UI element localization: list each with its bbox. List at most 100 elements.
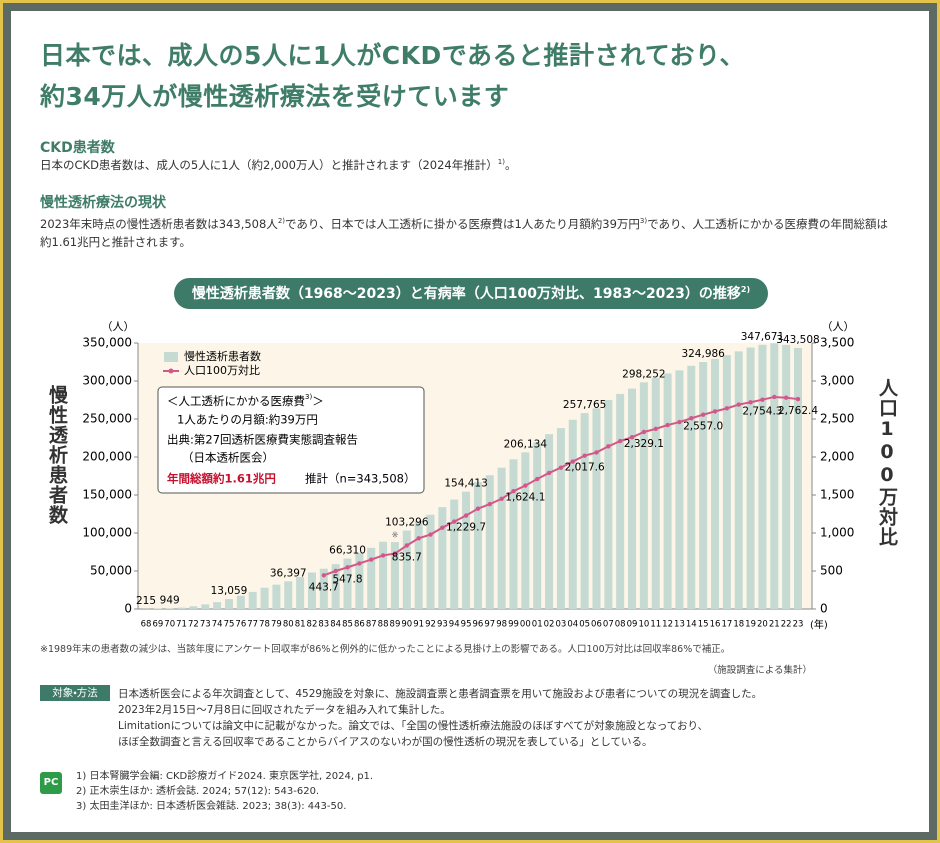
line-point <box>392 551 398 556</box>
chart-title-text: 慢性透析患者数（1968～2023）と有病率（人口100万対比、1983～202… <box>191 285 741 302</box>
y2-tick-label: 1,000 <box>820 526 854 540</box>
chart-title: 慢性透析患者数（1968～2023）と有病率（人口100万対比、1983～202… <box>191 285 750 303</box>
line-value-label: 2,754.3 <box>742 406 782 418</box>
line-point <box>546 470 552 476</box>
x-tick-label: 01 <box>532 620 543 630</box>
bar <box>307 572 316 609</box>
line-point <box>606 444 611 449</box>
inset-box <box>157 386 425 494</box>
bar-value-label: 36,397 <box>270 567 307 579</box>
y2-tick-label: 1,500 <box>820 488 854 502</box>
reference: 2) 正木崇生ほか: 透析会誌. 2024; 57(12): 543-620. <box>76 786 320 797</box>
line-point <box>617 438 623 444</box>
bar <box>533 442 542 609</box>
bar <box>616 393 625 609</box>
bar <box>390 542 399 609</box>
method-line: 2023年2月15日～7月8日に回収されたデータを組み入れて集計した。 <box>118 704 451 716</box>
text-part: 。 <box>504 158 517 172</box>
bar <box>746 347 755 609</box>
x-tick-label: 20 <box>757 620 768 630</box>
text-part: 2023年末時点の慢性透析患者数は343,508人 <box>40 216 278 231</box>
line-value-label: 2,557.0 <box>683 421 723 433</box>
line-value-label: 1,624.1 <box>505 492 545 504</box>
x-tick-label: 86 <box>354 620 365 630</box>
bar <box>722 355 731 609</box>
line-point <box>452 519 457 524</box>
bar <box>497 467 506 609</box>
bar <box>556 428 565 609</box>
line-point <box>783 395 789 400</box>
line-point <box>440 525 445 530</box>
bar-value-label: 154,413 <box>444 478 487 490</box>
method-label: 対象・方法 <box>40 685 110 701</box>
line-point <box>357 561 362 566</box>
x-tick-label: 17 <box>721 620 732 630</box>
bar <box>260 587 269 609</box>
x-tick-label: 91 <box>413 620 424 630</box>
line-point <box>689 416 694 421</box>
y-tick-label: 250,000 <box>82 412 132 426</box>
y-tick-label: 50,000 <box>90 564 132 578</box>
line-point <box>700 412 706 417</box>
line-point <box>499 496 504 501</box>
bar <box>402 530 411 609</box>
x-tick-label: 98 <box>496 620 507 630</box>
x-tick-label: 16 <box>710 620 721 630</box>
bar <box>758 344 767 609</box>
bar <box>236 595 245 609</box>
y2-tick-label: 2,000 <box>820 450 854 464</box>
line-point <box>428 532 433 537</box>
bar-value-label: 103,296 <box>385 516 429 528</box>
x-tick-label: 73 <box>200 620 211 630</box>
bar <box>651 377 660 609</box>
annotation: ※ <box>392 531 399 540</box>
x-tick-label: 95 <box>461 620 472 630</box>
x-tick-label: 05 <box>579 620 590 630</box>
bar-value-label: 206,134 <box>504 438 548 450</box>
inset-total: 年間総額約1.61兆円 <box>167 472 276 486</box>
inset-title: ＜人工透析にかかる医療費3)＞ <box>167 393 324 408</box>
x-tick-label: 80 <box>283 620 294 630</box>
y2-tick-label: 0 <box>820 602 828 616</box>
line-point <box>772 394 777 400</box>
bar <box>794 347 802 609</box>
legend-label: 慢性透析患者数 <box>184 349 261 363</box>
bar <box>248 591 257 609</box>
line-value-label: 443.7 <box>309 581 339 593</box>
line-point <box>345 565 350 570</box>
line-value-label: 2,017.6 <box>565 462 605 474</box>
x-tick-label: 14 <box>686 620 697 630</box>
inset-title-end: ＞ <box>312 394 324 408</box>
x-tick-label: 13 <box>674 620 685 630</box>
x-tick-label: 88 <box>378 620 389 630</box>
plot: 0 50,000 100,000 150,000 200,000 250,000 300,0… <box>82 331 854 630</box>
x-tick-label: 00 <box>520 620 531 630</box>
bar <box>734 351 743 609</box>
bar <box>343 558 352 609</box>
x-tick-label: 99 <box>508 620 519 630</box>
inset-line: 出典:第27回透析医療費実態調査報告 <box>167 433 358 447</box>
line-value-label: 2,329.1 <box>624 438 664 450</box>
title-line: 約34万人が慢性透析療法を受けています <box>40 82 510 111</box>
bar <box>699 362 708 609</box>
source-note: （施設調査による集計） <box>707 665 812 676</box>
bar-value-label: 66,310 <box>329 545 366 557</box>
bar <box>355 553 364 609</box>
x-tick-label: 21 <box>769 620 780 630</box>
bar <box>165 608 174 609</box>
x-tick-label: 89 <box>390 620 401 630</box>
reference: 1) 日本腎臓学会編: CKD診療ガイド2024. 東京医学社, 2024, p… <box>76 771 374 782</box>
x-tick-label: 87 <box>366 620 377 630</box>
legend-swatch <box>164 352 178 362</box>
x-tick-label: 81 <box>295 620 306 630</box>
x-tick-label: 76 <box>235 620 246 630</box>
logo: PC <box>40 772 62 794</box>
chart-title-pill <box>174 278 768 309</box>
bar <box>272 584 281 609</box>
bar <box>770 343 779 609</box>
bar <box>213 602 222 609</box>
x-tick-label: 15 <box>698 620 709 630</box>
x-tick-label: 07 <box>603 620 614 630</box>
bar <box>687 365 696 609</box>
bar <box>509 459 518 609</box>
